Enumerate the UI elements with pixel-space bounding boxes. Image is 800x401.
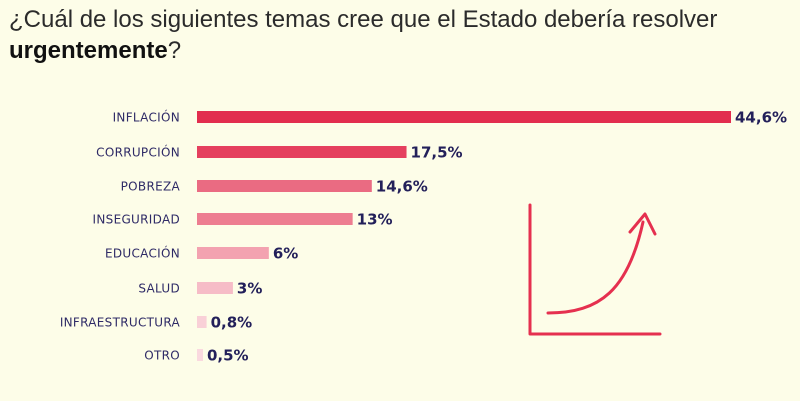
bars-group: INFLACIÓN 44,6% CORRUPCIÓN 17,5% POBREZA 14,6… [60,109,787,365]
value-label-salud: 3% [237,280,262,298]
bar-inseguridad [197,213,353,225]
category-label-inseguridad: INSEGURIDAD [93,213,180,227]
bar-pobreza [197,180,372,192]
category-label-otro: OTRO [144,349,180,363]
category-label-corrupcion: CORRUPCIÓN [96,145,180,160]
bar-corrupcion [197,146,407,158]
value-label-otro: 0,5% [207,347,249,365]
value-label-corrupcion: 17,5% [411,144,463,162]
bar-infraestructura [197,316,207,328]
value-label-inseguridad: 13% [357,211,393,229]
value-label-inflacion: 44,6% [735,109,787,127]
category-label-infraestructura: INFRAESTRUCTURA [60,316,181,330]
growth-icon [528,203,662,336]
value-label-infraestructura: 0,8% [211,314,253,332]
title-emphasis: urgentemente [9,37,168,64]
category-label-salud: SALUD [138,282,180,296]
bar-educacion [197,247,269,259]
category-label-educacion: EDUCACIÓN [105,246,180,261]
bar-salud [197,282,233,294]
bar-inflacion [197,111,731,123]
title-suffix: ? [167,37,182,64]
title-prefix: ¿Cuál de los siguientes temas cree que e… [9,6,718,33]
bar-otro [197,349,203,361]
category-label-inflacion: INFLACIÓN [113,110,180,125]
value-label-pobreza: 14,6% [376,178,428,196]
page-title: ¿Cuál de los siguientes temas cree que e… [9,4,769,66]
value-label-educacion: 6% [273,245,298,263]
category-label-pobreza: POBREZA [121,180,181,194]
